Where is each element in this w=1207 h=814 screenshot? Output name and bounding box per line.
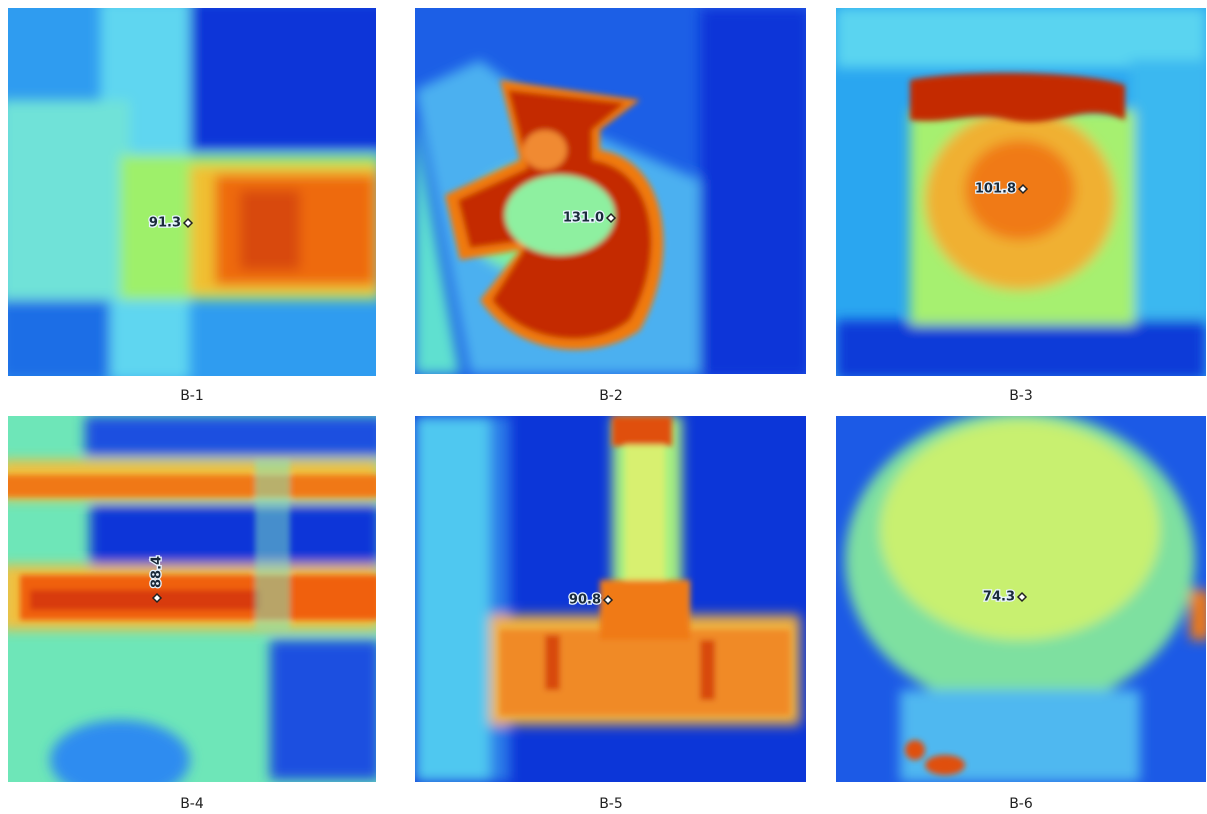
marker	[1016, 591, 1028, 603]
thermal-image	[8, 416, 376, 782]
thermal-image	[836, 416, 1206, 782]
caption: B-2	[599, 388, 623, 404]
marker	[602, 594, 614, 606]
caption: B-1	[180, 388, 204, 404]
overlay: B-1 91.3 B-2 131.0 B-3 101.8 B-4 88.4 B-5 90.8 B-6…	[148, 180, 1033, 812]
temperature-reading: 74.3	[983, 590, 1015, 605]
temperature-reading: 88.4	[150, 556, 165, 588]
caption: B-6	[1009, 796, 1033, 812]
temperature-reading: 131.0	[563, 211, 604, 226]
caption: B-5	[599, 796, 623, 812]
thermal-image	[836, 8, 1206, 376]
temperature-reading: 90.8	[569, 593, 601, 608]
thermal-image	[415, 8, 806, 374]
marker	[151, 592, 163, 604]
temperature-reading: 101.8	[975, 182, 1016, 197]
marker	[605, 212, 617, 224]
caption: B-4	[180, 796, 204, 812]
marker	[1017, 183, 1029, 195]
caption: B-3	[1009, 388, 1033, 404]
thermal-image	[8, 8, 376, 376]
marker	[182, 217, 194, 229]
temperature-reading: 91.3	[149, 216, 181, 231]
